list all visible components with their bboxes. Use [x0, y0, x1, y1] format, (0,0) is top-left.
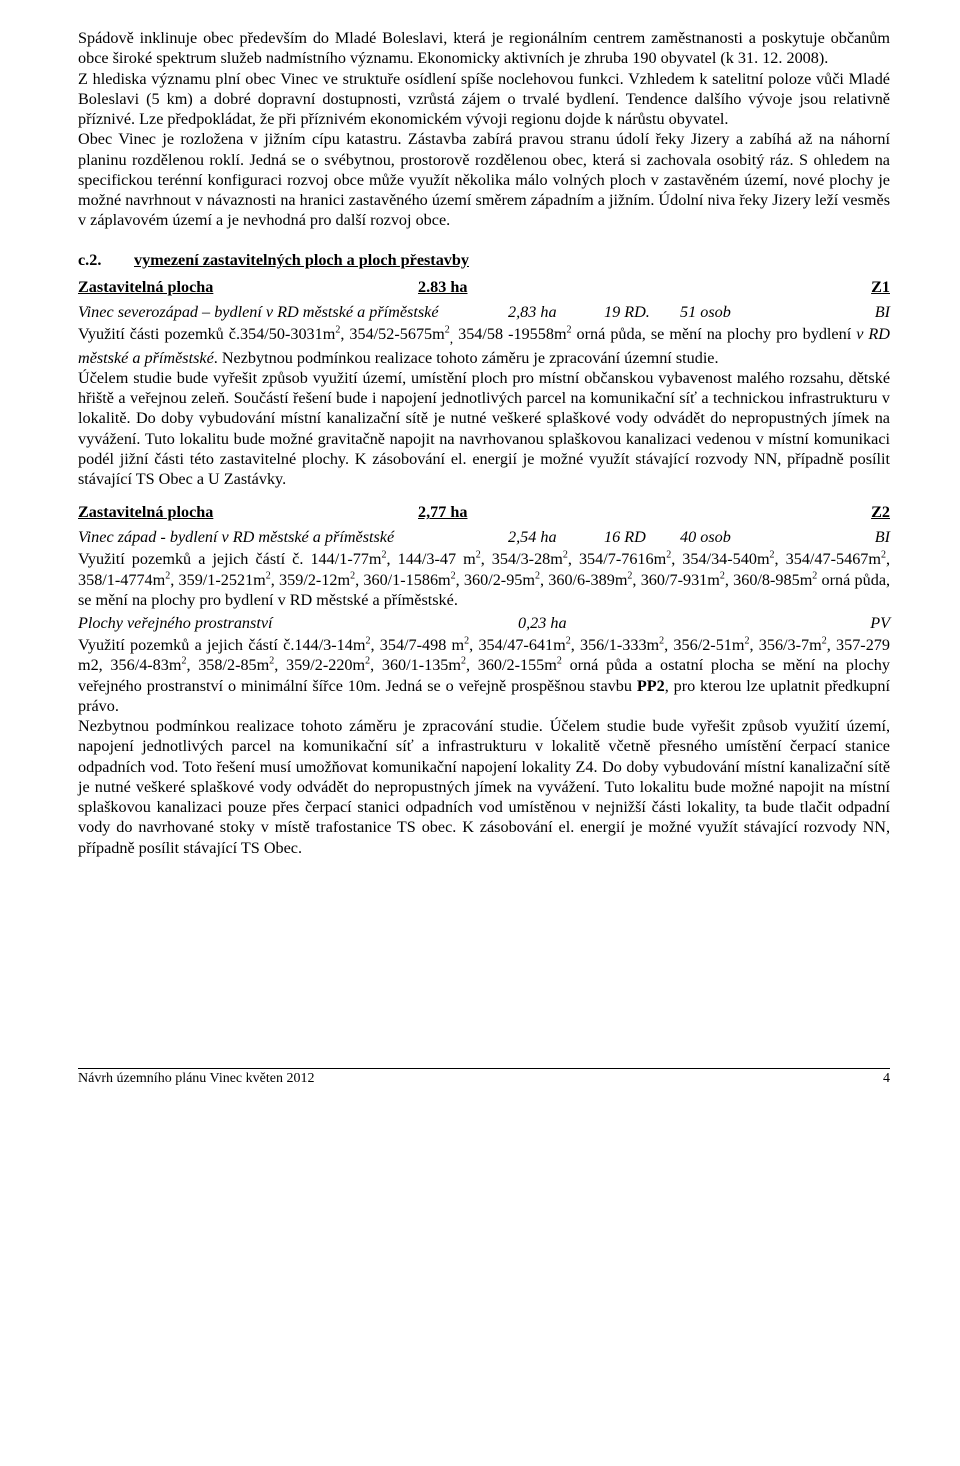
paragraph-1: Spádově inklinuje obec především do Mlad… [78, 28, 890, 69]
section-title: vymezení zastavitelných ploch a ploch př… [134, 251, 890, 270]
z2-pv-code: PV [604, 614, 890, 633]
z1-head-mid: 2.83 ha [418, 278, 830, 297]
z2-pv-row: Plochy veřejného prostranství 0,23 ha PV [78, 614, 890, 633]
footer-page-number: 4 [883, 1071, 890, 1087]
paragraph-2: Z hlediska významu plní obec Vinec ve st… [78, 69, 890, 130]
z1-sub-rd: 19 RD. [604, 303, 680, 322]
z2-sub-code: BI [780, 528, 890, 547]
z2-head-right: Z2 [830, 503, 890, 522]
footer-rule [78, 1068, 890, 1069]
z2-heading-row: Zastavitelná plocha 2,77 ha Z2 [78, 503, 890, 522]
footer: Návrh územního plánu Vinec květen 2012 4 [78, 1068, 890, 1087]
z2-subrow: Vinec západ - bydlení v RD městské a pří… [78, 528, 890, 547]
section-heading: c.2. vymezení zastavitelných ploch a plo… [78, 251, 890, 270]
footer-row: Návrh územního plánu Vinec květen 2012 4 [78, 1071, 890, 1087]
z1-subrow: Vinec severozápad – bydlení v RD městské… [78, 303, 890, 322]
z2-paragraph-2: Využití pozemků a jejich částí č.144/3-1… [78, 635, 890, 716]
z2-pv-desc: Plochy veřejného prostranství [78, 614, 518, 633]
z2-sub-rd: 16 RD [604, 528, 680, 547]
z1-paragraph-1: Využití části pozemků č.354/50-3031m2, 3… [78, 324, 890, 368]
document-page: Spádově inklinuje obec především do Mlad… [0, 0, 960, 1115]
z2-pv-area: 0,23 ha [518, 614, 604, 633]
z1-heading-row: Zastavitelná plocha 2.83 ha Z1 [78, 278, 890, 297]
z2-sub-osob: 40 osob [680, 528, 780, 547]
z1-head-right: Z1 [830, 278, 890, 297]
z2-head-left: Zastavitelná plocha [78, 503, 418, 522]
intro-block: Spádově inklinuje obec především do Mlad… [78, 28, 890, 231]
z2-paragraph-1: Využití pozemků a jejich částí č. 144/1-… [78, 549, 890, 610]
z1-paragraph-2: Účelem studie bude vyřešit způsob využit… [78, 368, 890, 490]
z2-paragraph-3: Nezbytnou podmínkou realizace tohoto zám… [78, 716, 890, 858]
z1-sub-desc: Vinec severozápad – bydlení v RD městské… [78, 303, 508, 322]
z2-sub-desc: Vinec západ - bydlení v RD městské a pří… [78, 528, 508, 547]
z2-sub-area: 2,54 ha [508, 528, 604, 547]
footer-left: Návrh územního plánu Vinec květen 2012 [78, 1071, 314, 1087]
z1-sub-osob: 51 osob [680, 303, 780, 322]
z2-head-mid: 2,77 ha [418, 503, 830, 522]
paragraph-3: Obec Vinec je rozložena v jižním cípu ka… [78, 129, 890, 230]
z1-head-left: Zastavitelná plocha [78, 278, 418, 297]
z1-sub-area: 2,83 ha [508, 303, 604, 322]
section-number: c.2. [78, 251, 134, 270]
z1-sub-code: BI [780, 303, 890, 322]
